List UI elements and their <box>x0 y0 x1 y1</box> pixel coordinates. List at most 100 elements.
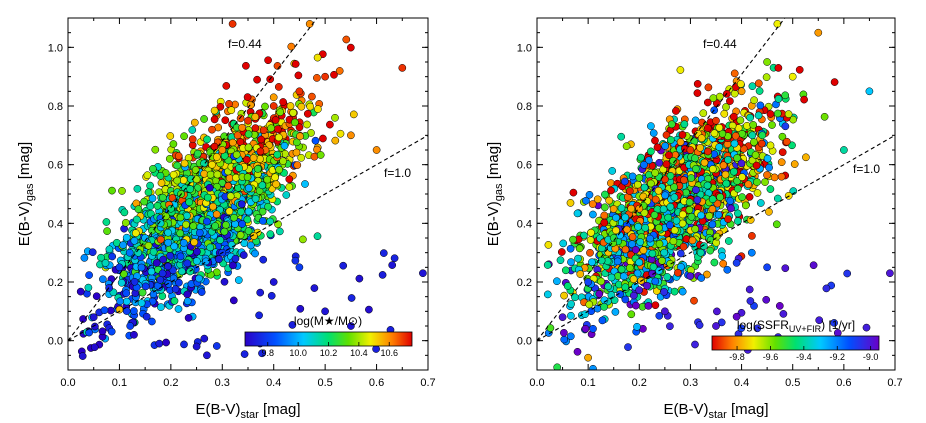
scatter-point <box>691 340 699 349</box>
scatter-point <box>619 272 628 281</box>
right-xlabel-unit: [mag] <box>727 401 769 418</box>
x-tick-label: 0.7 <box>887 377 902 389</box>
scatter-point <box>773 194 782 203</box>
scatter-point <box>621 245 630 254</box>
y-tick-label: 0.4 <box>517 218 532 230</box>
scatter-point <box>259 255 268 264</box>
right-ylabel-sub: gas <box>493 183 505 201</box>
scatter-point <box>116 297 124 306</box>
scatter-point <box>256 147 265 156</box>
right-reference-lines <box>537 18 895 342</box>
colorbar-tick-label: 10.6 <box>380 348 398 358</box>
scatter-point <box>627 310 636 319</box>
scatter-point <box>210 106 219 115</box>
scatter-point <box>205 183 214 192</box>
scatter-point <box>191 166 200 174</box>
scatter-point <box>589 210 597 219</box>
scatter-point <box>240 350 249 358</box>
scatter-point <box>756 199 765 207</box>
scatter-point <box>174 152 183 160</box>
scatter-point <box>178 267 186 276</box>
scatter-point <box>738 193 746 201</box>
scatter-point <box>336 129 345 138</box>
scatter-point <box>170 242 179 251</box>
scatter-point <box>250 232 258 240</box>
scatter-point <box>726 197 735 205</box>
scatter-point <box>105 245 114 254</box>
scatter-point <box>613 257 622 266</box>
x-tick-label: 0.0 <box>529 377 544 389</box>
y-tick-label: 0.8 <box>517 101 532 113</box>
right-line-label-f10: f=1.0 <box>853 162 880 176</box>
scatter-point <box>282 191 291 199</box>
scatter-point <box>567 258 575 266</box>
scatter-point <box>234 276 243 284</box>
scatter-point <box>220 277 229 286</box>
scatter-point <box>666 259 675 268</box>
left-panel: 0.0 0.1 0.2 0.3 0.4 0.5 0.6 0.7 0.0 0.2 0.4 0.6 0.8 1… <box>16 17 436 421</box>
scatter-point <box>640 160 648 169</box>
y-tick-label: 0.0 <box>517 336 532 348</box>
scatter-point <box>319 134 327 143</box>
scatter-point <box>741 201 750 210</box>
x-tick-label: 0.3 <box>683 377 698 389</box>
y-tick-label: 1.0 <box>517 42 532 54</box>
scatter-point <box>146 181 154 190</box>
scatter-point <box>726 97 734 105</box>
scatter-point <box>637 153 645 162</box>
scatter-point <box>264 56 272 65</box>
y-tick-label: 1.0 <box>48 42 63 54</box>
scatter-point <box>724 237 733 245</box>
scatter-point <box>291 60 300 68</box>
scatter-point <box>158 269 167 278</box>
scatter-point <box>267 124 275 133</box>
scatter-point <box>709 94 718 102</box>
x-tick-label: 0.1 <box>580 377 595 389</box>
scatter-point <box>216 236 225 244</box>
scatter-point <box>297 102 306 111</box>
scatter-point <box>663 273 672 281</box>
scatter-point <box>697 134 706 143</box>
scatter-point <box>649 129 658 137</box>
scatter-point <box>200 169 209 178</box>
scatter-point <box>303 109 312 118</box>
scatter-point <box>763 263 771 272</box>
scatter-point <box>208 160 216 169</box>
scatter-point <box>103 227 111 235</box>
scatter-point <box>276 108 285 117</box>
scatter-point <box>180 159 189 168</box>
scatter-point <box>134 205 143 214</box>
scatter-point <box>659 205 668 214</box>
scatter-point <box>244 143 253 152</box>
scatter-point <box>556 256 565 265</box>
scatter-point <box>712 322 720 330</box>
scatter-point <box>754 111 763 120</box>
scatter-point <box>179 176 188 185</box>
scatter-point <box>674 268 682 277</box>
scatter-point <box>148 317 156 326</box>
scatter-point <box>589 324 597 333</box>
scatter-point <box>303 120 311 129</box>
scatter-point <box>151 145 160 154</box>
scatter-point <box>130 330 138 339</box>
scatter-point <box>666 171 675 180</box>
scatter-point <box>314 105 322 113</box>
scatter-point <box>765 163 773 172</box>
scatter-point <box>708 220 717 229</box>
colorbar-tick-label: -9.2 <box>829 352 845 362</box>
scatter-point <box>612 213 620 222</box>
scatter-point <box>156 171 165 180</box>
scatter-point <box>259 217 267 225</box>
scatter-point <box>635 174 644 182</box>
scatter-point <box>749 121 758 129</box>
scatter-point <box>820 112 829 121</box>
scatter-point <box>119 241 127 249</box>
scatter-point <box>843 269 852 278</box>
scatter-point <box>295 87 304 96</box>
scatter-point <box>644 302 653 310</box>
scatter-point <box>561 266 570 275</box>
scatter-point <box>200 115 208 123</box>
scatter-point <box>313 53 322 62</box>
scatter-point <box>691 186 700 194</box>
scatter-point <box>233 131 242 140</box>
